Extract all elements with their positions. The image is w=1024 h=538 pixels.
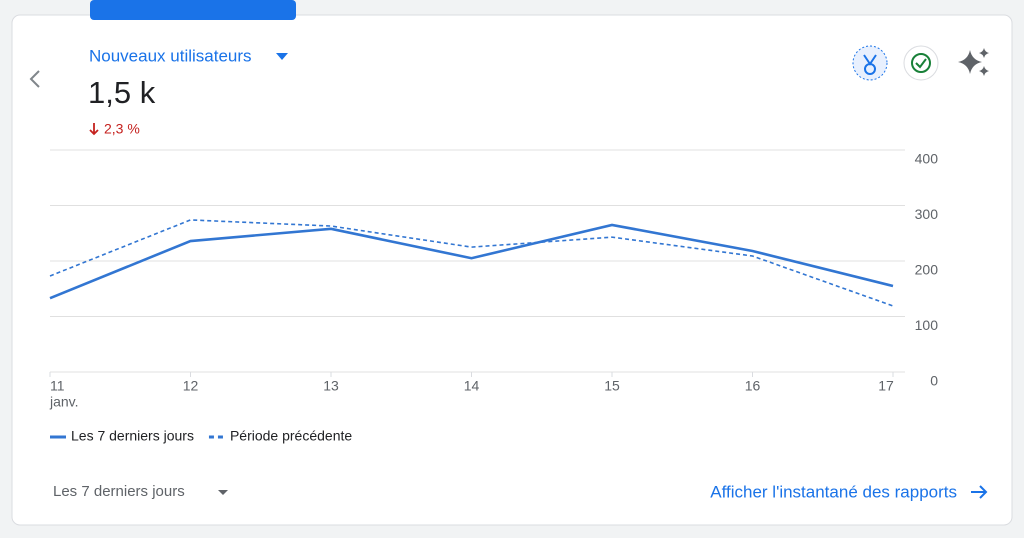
check-mark bbox=[915, 58, 927, 69]
x-sublabel: janv. bbox=[49, 394, 79, 410]
report-link[interactable]: Afficher l'instantané des rapports bbox=[710, 482, 957, 501]
metric-change: 2,3 % bbox=[104, 121, 140, 137]
active-tab[interactable] bbox=[90, 0, 296, 20]
x-tick-label: 12 bbox=[183, 378, 199, 394]
x-tick-label: 11 bbox=[50, 378, 65, 394]
period-selector[interactable]: Les 7 derniers jours bbox=[53, 483, 185, 500]
back-button[interactable] bbox=[29, 70, 40, 88]
legend-label: Les 7 derniers jours bbox=[71, 428, 194, 444]
y-tick-label: 200 bbox=[915, 262, 939, 278]
x-tick-label: 17 bbox=[878, 378, 894, 394]
dropdown-arrow[interactable] bbox=[276, 53, 288, 60]
y-tick-label: 400 bbox=[915, 151, 939, 167]
legend-label: Période précédente bbox=[230, 428, 352, 444]
x-tick-label: 15 bbox=[604, 378, 620, 394]
metric-value: 1,5 k bbox=[88, 75, 156, 110]
chart: 0 100 200 300 400 11 12 13 14 15 16 17 janv. Les 7 de… bbox=[49, 149, 939, 444]
check-circle bbox=[911, 53, 931, 73]
card bbox=[11, 14, 1013, 526]
metric-selector[interactable]: Nouveaux utilisateurs bbox=[89, 46, 252, 65]
link-arrow[interactable] bbox=[971, 485, 988, 499]
y-tick-label: 100 bbox=[915, 317, 939, 333]
x-tick-label: 13 bbox=[323, 378, 339, 394]
x-tick-label: 14 bbox=[464, 378, 480, 394]
series-line bbox=[49, 219, 894, 307]
medal-icon bbox=[863, 54, 877, 75]
down-arrow bbox=[89, 123, 99, 136]
y-tick-label: 300 bbox=[915, 206, 939, 222]
y-tick-label: 0 bbox=[930, 373, 938, 389]
period-dropdown-arrow[interactable] bbox=[218, 490, 228, 495]
ai-insights-button[interactable] bbox=[958, 48, 989, 76]
x-tick-label: 16 bbox=[745, 378, 761, 394]
series-line bbox=[49, 223, 894, 300]
status-button[interactable] bbox=[903, 45, 939, 81]
